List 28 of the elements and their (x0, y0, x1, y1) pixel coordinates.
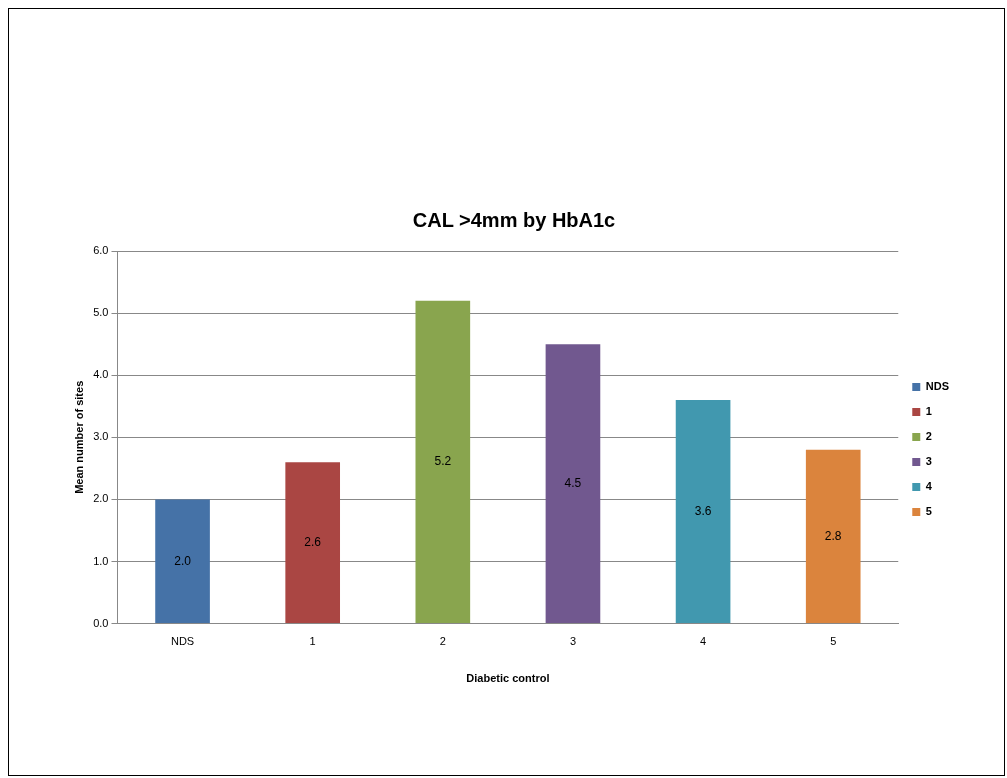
y-axis-title: Mean number of sites (72, 380, 85, 494)
y-tick-label: 4.0 (93, 368, 109, 381)
y-tick-label: 3.0 (93, 430, 109, 443)
data-label: 4.5 (564, 475, 582, 490)
y-tick-label: 1.0 (93, 554, 109, 567)
legend-label: 5 (925, 505, 932, 518)
data-label: 2.0 (174, 553, 192, 568)
chart-title: CAL >4mm by HbA1c (412, 208, 616, 231)
legend-label: NDS (925, 380, 950, 393)
x-tick-label: NDS (170, 635, 195, 648)
y-tick-label: 0.0 (93, 616, 109, 629)
data-label: 2.6 (304, 534, 322, 549)
x-tick-label: 5 (830, 635, 837, 648)
data-label: 2.8 (824, 528, 842, 543)
x-tick-label: 1 (309, 635, 316, 648)
x-tick-label: 2 (439, 635, 446, 648)
data-label: 3.6 (694, 503, 712, 518)
data-label: 5.2 (434, 454, 452, 469)
legend-label: 1 (925, 405, 932, 418)
legend-label: 3 (925, 455, 932, 468)
y-tick-label: 2.0 (93, 492, 109, 505)
x-axis-title: Diabetic control (466, 672, 550, 685)
x-tick-label: 3 (569, 635, 577, 648)
y-tick-label: 6.0 (93, 244, 109, 257)
legend-label: 4 (925, 480, 933, 493)
legend-label: 2 (925, 430, 932, 443)
x-tick-label: 4 (700, 635, 707, 648)
y-tick-label: 5.0 (93, 306, 109, 319)
